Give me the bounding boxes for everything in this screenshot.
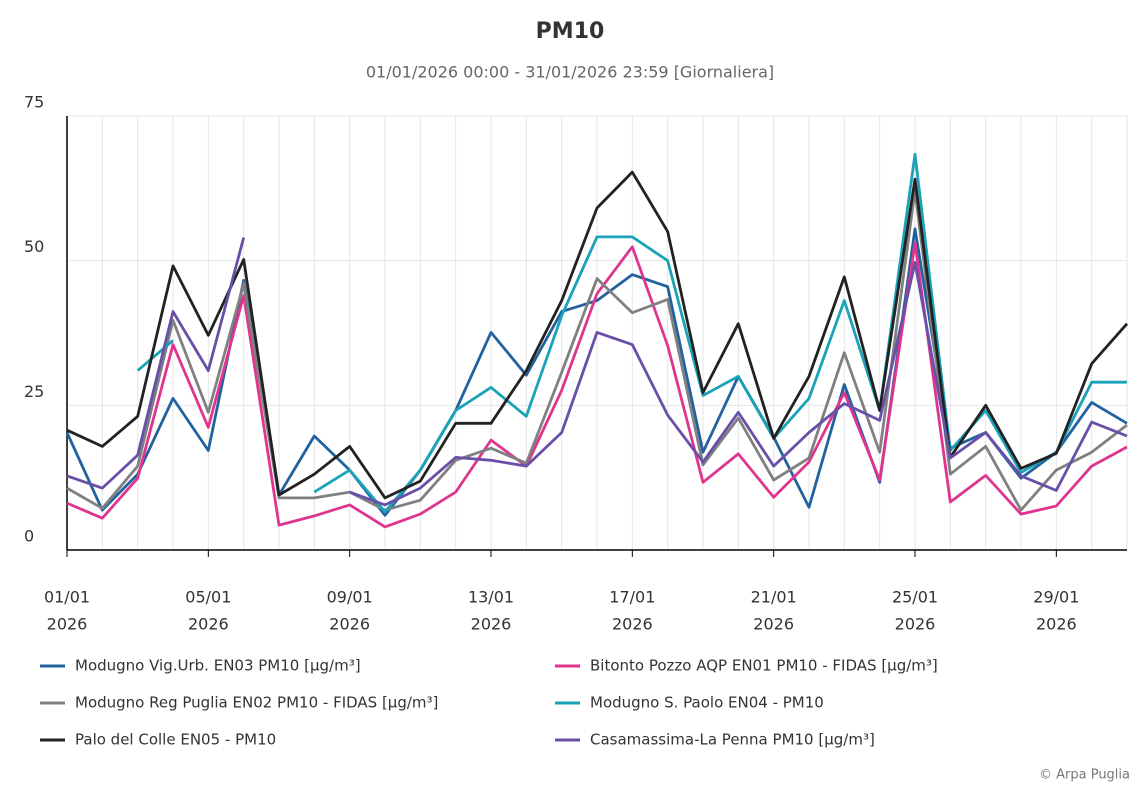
chart-title: PM10 [536, 19, 605, 44]
legend-label: Palo del Colle EN05 - PM10 [75, 731, 276, 749]
x-tick-label: 2026 [47, 615, 88, 634]
y-tick-label: 75 [24, 93, 44, 112]
legend-label: Casamassima-La Penna PM10 [µg/m³] [590, 731, 875, 749]
legend-label: Modugno Vig.Urb. EN03 PM10 [µg/m³] [75, 657, 361, 675]
series-line [66, 241, 1128, 529]
y-tick-label: 0 [24, 527, 34, 546]
y-tick-label: 50 [24, 237, 44, 256]
x-tick-label: 05/01 [185, 588, 231, 607]
x-tick-label: 2026 [612, 615, 653, 634]
y-tick-label: 25 [24, 382, 44, 401]
x-tick-label: 2026 [329, 615, 370, 634]
x-tick-label: 2026 [1036, 615, 1077, 634]
x-tick-label: 21/01 [751, 588, 797, 607]
credit: © Arpa Puglia [1039, 768, 1130, 783]
x-tick-label: 13/01 [468, 588, 514, 607]
x-tick-label: 25/01 [892, 588, 938, 607]
x-tick-label: 2026 [471, 615, 512, 634]
x-tick-label: 01/01 [44, 588, 90, 607]
x-tick-label: 29/01 [1033, 588, 1079, 607]
chart-subtitle: 01/01/2026 00:00 - 31/01/2026 23:59 [Gio… [366, 63, 774, 82]
x-tick-label: 2026 [895, 615, 936, 634]
legend-label: Modugno S. Paolo EN04 - PM10 [590, 694, 824, 712]
x-tick-label: 2026 [753, 615, 794, 634]
series-line [136, 152, 1127, 514]
legend-label: Modugno Reg Puglia EN02 PM10 - FIDAS [µg… [75, 694, 438, 712]
x-tick-label: 17/01 [609, 588, 655, 607]
series-line [66, 189, 1128, 512]
x-tick-label: 09/01 [327, 588, 373, 607]
legend-label: Bitonto Pozzo AQP EN01 PM10 - FIDAS [µg/… [590, 657, 938, 675]
series-line [66, 237, 1128, 507]
x-tick-label: 2026 [188, 615, 229, 634]
